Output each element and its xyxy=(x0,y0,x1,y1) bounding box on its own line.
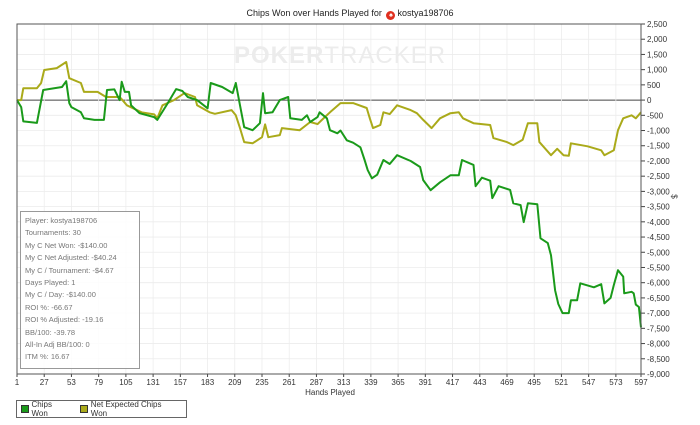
stat-roi: ROI %: -66.67 xyxy=(25,302,73,312)
x-tick-label: 547 xyxy=(582,378,596,387)
chart-title: Chips Won over Hands Played for ♠ kostya1… xyxy=(0,8,700,20)
stats-box: Player: kostya198706 Tournaments: 30 My … xyxy=(20,211,140,369)
x-tick-label: 287 xyxy=(310,378,324,387)
stat-itm: ITM %: 16.67 xyxy=(25,352,70,362)
legend-label: Net Expected Chips Won xyxy=(90,400,162,418)
x-tick-label: 417 xyxy=(446,378,460,387)
legend-item-chips-won[interactable]: Chips Won xyxy=(21,400,67,418)
stat-player: Player: kostya198706 xyxy=(25,216,98,225)
stat-tournaments: Tournaments: 30 xyxy=(25,228,81,238)
stat-allin-adj-bb100: All-In Adj BB/100: 0 xyxy=(25,339,90,349)
x-tick-label: 339 xyxy=(364,378,378,387)
grid xyxy=(17,23,641,375)
y-tick-label: -7,500 xyxy=(647,324,670,333)
y-tick-label: -9,000 xyxy=(647,370,670,379)
stat-roi-adjusted: ROI % Adjusted: -19.16 xyxy=(25,315,104,325)
x-tick-label: 261 xyxy=(283,378,297,387)
stat-net-won: My C Net Won: -$140.00 xyxy=(25,240,108,250)
x-tick-label: 53 xyxy=(67,378,76,387)
x-tick-label: 183 xyxy=(201,378,215,387)
legend-swatch-chips-won xyxy=(21,405,29,413)
plot-frame xyxy=(16,23,642,375)
legend-item-net-expected[interactable]: Net Expected Chips Won xyxy=(80,400,173,418)
stat-days-played: Days Played: 1 xyxy=(25,277,76,287)
y-tick-label: -1,000 xyxy=(647,127,670,136)
y-tick-label: 1,000 xyxy=(647,66,668,75)
x-tick-label: 157 xyxy=(174,378,188,387)
x-tick-label: 209 xyxy=(228,378,242,387)
legend: Chips Won Net Expected Chips Won xyxy=(16,400,187,418)
y-tick-label: -3,000 xyxy=(647,187,670,196)
legend-swatch-net-expected xyxy=(80,405,88,413)
y-tick-label: -3,500 xyxy=(647,203,670,212)
y-tick-label: -6,000 xyxy=(647,279,670,288)
axes: 2,500 2,000 1,500 1,000 500 0 -500 -1,000 -1,500… xyxy=(15,20,670,387)
series-line-chips-won xyxy=(16,80,642,328)
x-tick-label: 235 xyxy=(255,378,269,387)
y-tick-label: -500 xyxy=(647,111,664,120)
stat-per-day: My C / Day: -$140.00 xyxy=(25,290,96,300)
x-axis-label: Hands Played xyxy=(305,388,355,397)
legend-label: Chips Won xyxy=(31,400,52,418)
x-tick-label: 597 xyxy=(634,378,648,387)
stat-bb100: BB/100: -39.78 xyxy=(25,327,76,337)
x-tick-label: 27 xyxy=(40,378,49,387)
y-tick-label: -7,000 xyxy=(647,309,670,318)
y-tick-label: -5,000 xyxy=(647,248,670,257)
x-tick-label: 521 xyxy=(555,378,569,387)
stat-per-tournament: My C / Tournament: -$4.67 xyxy=(25,265,114,275)
chart-title-player: kostya198706 xyxy=(397,8,454,18)
y-tick-label: 0 xyxy=(647,96,652,105)
x-tick-label: 1 xyxy=(15,378,20,387)
x-tick-label: 495 xyxy=(528,378,542,387)
y-tick-label: -2,000 xyxy=(647,157,670,166)
y-tick-label: -4,500 xyxy=(647,233,670,242)
y-tick-label: -4,000 xyxy=(647,218,670,227)
series-layer xyxy=(16,61,642,328)
y-tick-label: 2,500 xyxy=(647,20,668,29)
y-axis-label: $ xyxy=(669,194,679,199)
y-tick-label: -1,500 xyxy=(647,142,670,151)
y-tick-label: 500 xyxy=(647,81,661,90)
y-tick-label: -8,500 xyxy=(647,355,670,364)
y-tick-label: 1,500 xyxy=(647,50,668,59)
y-tick-label: 2,000 xyxy=(647,35,668,44)
x-tick-label: 469 xyxy=(500,378,514,387)
x-tick-label: 443 xyxy=(473,378,487,387)
x-tick-label: 573 xyxy=(609,378,623,387)
y-tick-label: -8,000 xyxy=(647,340,670,349)
y-tick-label: -5,500 xyxy=(647,263,670,272)
x-tick-label: 131 xyxy=(146,378,160,387)
series-line-net-expected xyxy=(17,61,642,157)
stat-net-adjusted: My C Net Adjusted: -$40.24 xyxy=(25,253,117,263)
x-tick-label: 105 xyxy=(119,378,133,387)
x-tick-label: 365 xyxy=(391,378,405,387)
chart-title-text: Chips Won over Hands Played for xyxy=(246,8,382,18)
x-tick-label: 391 xyxy=(419,378,433,387)
y-tick-label: -6,500 xyxy=(647,294,670,303)
pokerstars-spade-icon: ♠ xyxy=(386,11,396,20)
x-tick-label: 79 xyxy=(94,378,103,387)
y-tick-label: -2,500 xyxy=(647,172,670,181)
x-tick-label: 313 xyxy=(337,378,351,387)
